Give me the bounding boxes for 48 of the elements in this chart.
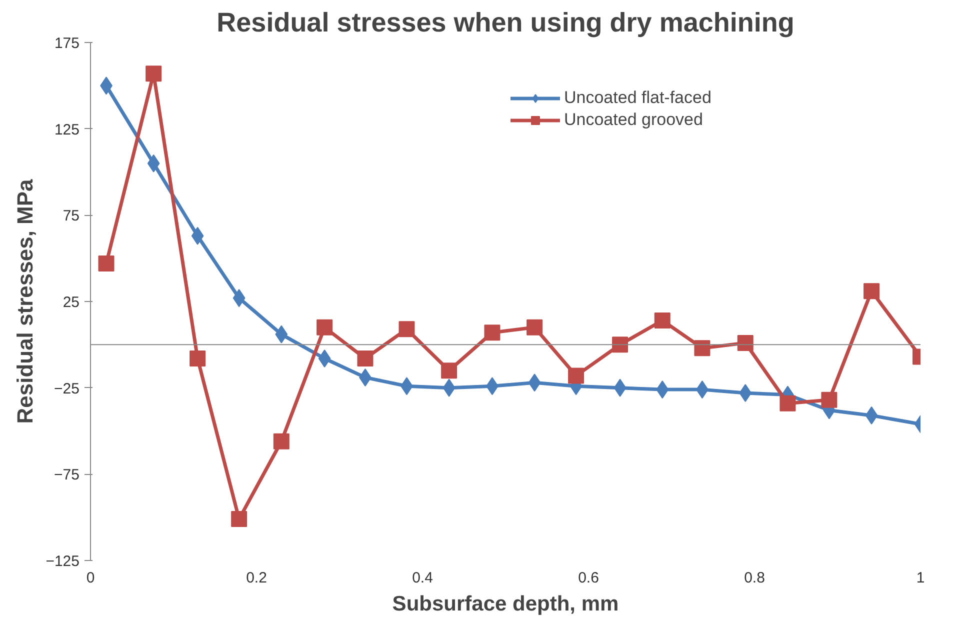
point [275,325,288,344]
point [528,374,541,392]
point [656,380,669,399]
point [737,334,754,351]
point [739,384,752,402]
point [442,378,456,397]
point [654,312,670,328]
chart-title: Residual stresses when using dry machining [216,8,794,38]
point [821,392,838,408]
point [147,154,160,172]
legend-label: Uncoated flat-faced [564,88,712,108]
point [191,226,204,245]
x-tick-label: 0.2 [246,570,267,586]
y-tick-label: −25 [54,380,80,398]
point [864,283,880,300]
point [357,350,374,366]
point [694,340,710,356]
point [398,321,415,338]
x-tick-label: 0.8 [744,570,765,586]
y-tick-label: 25 [62,294,80,311]
point [316,319,333,336]
point [441,362,458,379]
point [273,433,290,450]
point [526,319,543,336]
legend-label: Uncoated grooved [564,110,703,130]
y-tick-label: 175 [54,35,80,52]
y-tick-label: −75 [54,466,80,484]
point [190,350,206,366]
point [612,336,628,353]
point [484,324,500,341]
y-tick-label: −125 [46,553,80,570]
point [232,289,246,308]
x-axis-title: Subsurface depth, mm [392,592,619,616]
point [614,378,626,397]
y-tick-label: 75 [62,208,80,225]
point [865,406,878,424]
x-tick-label: 0 [86,570,95,586]
point [780,395,796,412]
point [231,511,248,528]
y-axis-title: Residual stresses, MPa [12,178,38,424]
x-tick-label: 0.6 [578,570,599,586]
y-tick-label: 125 [54,121,80,138]
point [568,368,584,384]
x-tick-label: 1 [916,570,925,586]
point [98,256,114,272]
x-tick-label: 0.4 [412,570,433,586]
point [146,66,162,82]
point [318,349,331,368]
